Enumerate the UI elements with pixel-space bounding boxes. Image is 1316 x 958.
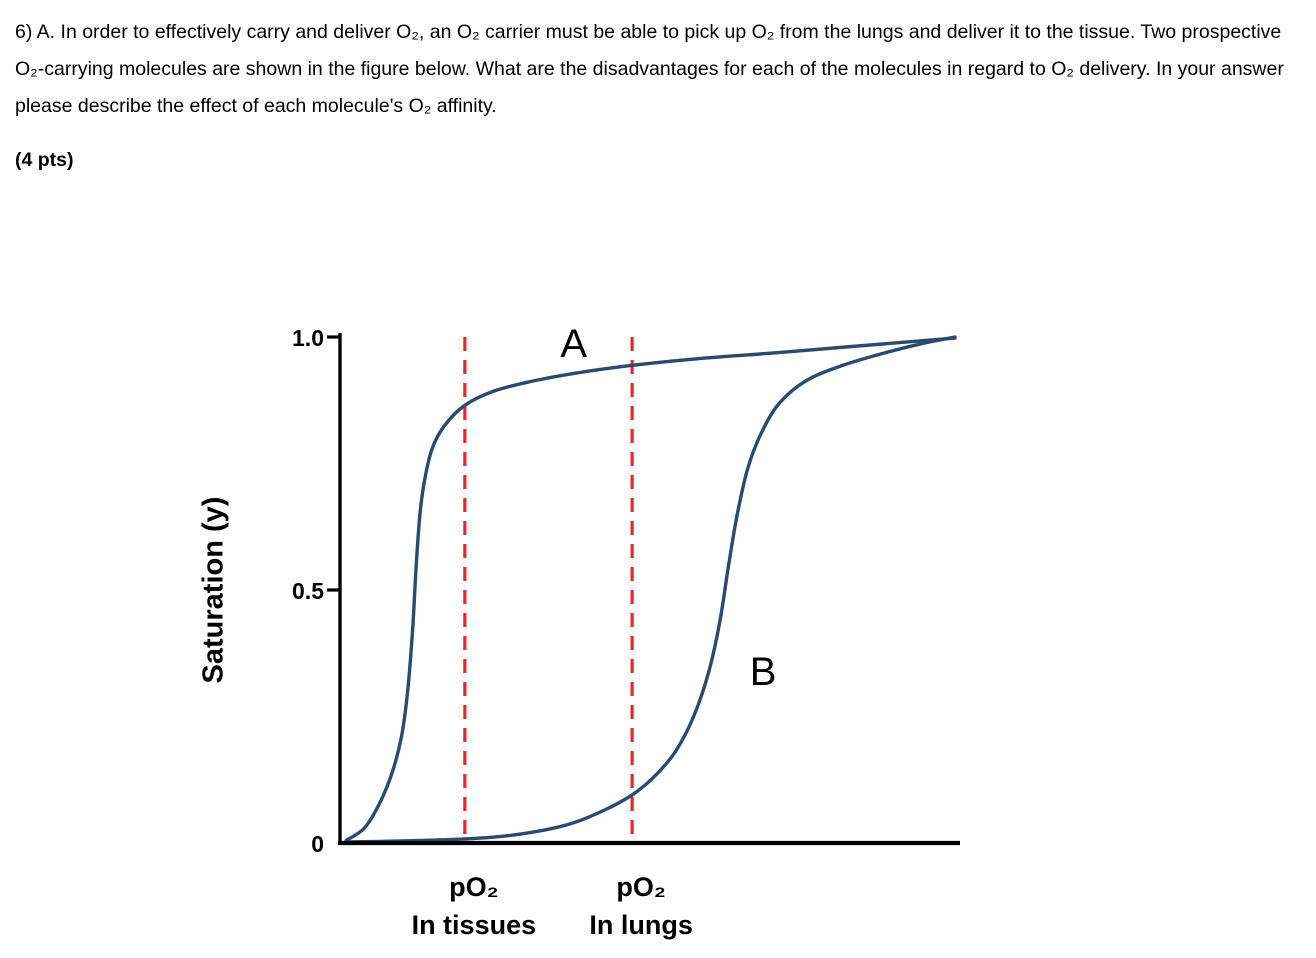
curve-a-label: A (560, 322, 587, 366)
y-tick-label-0: 0 (311, 831, 324, 857)
question-block: 6) A. In order to effectively carry and … (15, 14, 1305, 172)
ref-label-po2-tissues: pO₂ (449, 872, 499, 902)
ref-label-in-lungs: In lungs (589, 910, 693, 940)
y-tick-label-1_0: 1.0 (292, 325, 324, 351)
curve-b-label: B (750, 650, 777, 694)
ref-label-in-tissues: In tissues (412, 910, 537, 940)
question-points: (4 pts) (15, 149, 74, 171)
ref-label-po2-lungs: pO₂ (616, 872, 666, 902)
curve-a (344, 336, 957, 843)
curve-b (344, 335, 957, 844)
saturation-chart-svg: 1.0 0.5 0 Saturation (y) A B pO₂ pO₂ In … (198, 322, 960, 940)
y-tick-label-0_5: 0.5 (292, 578, 324, 604)
question-text: 6) A. In order to effectively carry and … (15, 21, 1284, 117)
y-axis-title: Saturation (y) (198, 497, 230, 684)
saturation-chart: 1.0 0.5 0 Saturation (y) A B pO₂ pO₂ In … (170, 300, 970, 955)
